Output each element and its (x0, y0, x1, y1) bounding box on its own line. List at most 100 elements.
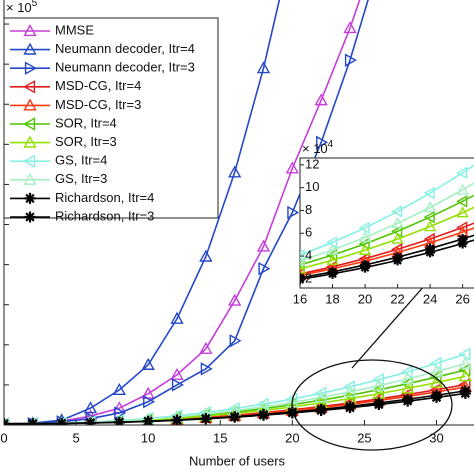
marker (423, 186, 435, 200)
inset-y-tick-label: 8 (305, 202, 312, 217)
marker (112, 382, 127, 396)
marker (56, 417, 68, 425)
legend-marker (23, 172, 37, 185)
marker (227, 293, 242, 306)
legend-label: MMSE (55, 22, 94, 37)
series-line (300, 206, 474, 270)
marker (258, 261, 271, 276)
series-line (4, 0, 281, 425)
marker (458, 347, 471, 361)
legend-label: Richardson, Itr=3 (55, 208, 154, 223)
marker (171, 414, 183, 425)
marker (227, 165, 242, 178)
marker (456, 195, 468, 208)
marker (391, 205, 403, 218)
zoom-ellipse (291, 359, 453, 451)
inset-y-tick-label: 4 (305, 248, 312, 263)
marker (423, 201, 437, 213)
x-tick-label: 15 (213, 430, 227, 445)
marker (400, 381, 415, 394)
zoom-arrow (351, 276, 433, 369)
marker (402, 395, 414, 407)
legend-marker (23, 117, 36, 131)
series-line (4, 0, 361, 425)
x-axis-label: Number of users (189, 453, 286, 468)
marker (423, 210, 435, 224)
inset-plot (300, 164, 474, 285)
legend-marker (23, 80, 36, 94)
marker (300, 248, 305, 262)
marker (315, 404, 327, 416)
x-tick-label: 10 (141, 430, 155, 445)
marker (27, 418, 39, 425)
legend-marker (24, 61, 37, 75)
legend-marker (23, 24, 37, 37)
marker (425, 247, 436, 258)
marker (300, 254, 307, 266)
x-tick-label: 0 (0, 430, 7, 445)
marker (83, 401, 98, 414)
series-line (4, 0, 369, 425)
marker (199, 249, 213, 262)
marker (373, 399, 385, 411)
marker (314, 386, 327, 400)
legend-marker (23, 42, 37, 55)
marker (358, 243, 372, 255)
series-line (300, 222, 474, 275)
marker (256, 61, 271, 74)
marker (358, 231, 372, 243)
marker (200, 362, 213, 376)
legend-label: Richardson, Itr=4 (55, 190, 154, 205)
inset-y-tick-label: 2 (305, 270, 312, 285)
marker (143, 395, 156, 409)
legend-label: GS, Itr=4 (55, 153, 107, 168)
marker (316, 135, 329, 150)
legend-marker (24, 211, 36, 223)
legend-label: Neumann decoder, Itr=4 (55, 41, 195, 56)
marker (343, 384, 357, 397)
marker (314, 390, 328, 403)
marker (391, 232, 404, 244)
inset-x-tick-label: 18 (325, 291, 339, 306)
y-exponent: × 105 (6, 0, 38, 15)
series-line (300, 182, 474, 262)
marker (343, 380, 356, 394)
legend-marker (23, 154, 36, 168)
marker (85, 417, 97, 425)
marker (170, 367, 184, 380)
series-line (300, 227, 474, 277)
marker (170, 311, 184, 324)
marker (344, 53, 357, 67)
marker (314, 93, 328, 106)
legend-label: MSD-CG, Itr=3 (55, 97, 141, 112)
marker (285, 161, 300, 174)
marker (429, 375, 444, 388)
legend-label: SOR, Itr=3 (55, 134, 117, 149)
legend-label: GS, Itr=3 (55, 171, 107, 186)
marker (391, 216, 404, 229)
inset-x-tick-label: 24 (423, 291, 437, 306)
marker (423, 232, 435, 246)
marker (300, 262, 307, 274)
x-tick-label: 30 (429, 430, 443, 445)
inset-x-tick-label: 22 (390, 291, 404, 306)
marker (456, 166, 468, 180)
legend-label: SOR, Itr=4 (55, 115, 117, 130)
inset-x-tick-label: 16 (293, 291, 307, 306)
series-line (300, 194, 474, 266)
marker (372, 378, 386, 391)
inset-x-tick-label: 26 (455, 291, 469, 306)
marker (429, 364, 444, 377)
marker (326, 243, 339, 255)
marker (141, 357, 155, 370)
marker (287, 205, 300, 220)
marker (327, 268, 338, 279)
series-line (300, 234, 474, 279)
marker (256, 239, 271, 252)
marker (344, 402, 356, 414)
marker (429, 370, 442, 384)
marker (258, 409, 270, 421)
marker (171, 378, 184, 392)
marker (326, 248, 338, 262)
